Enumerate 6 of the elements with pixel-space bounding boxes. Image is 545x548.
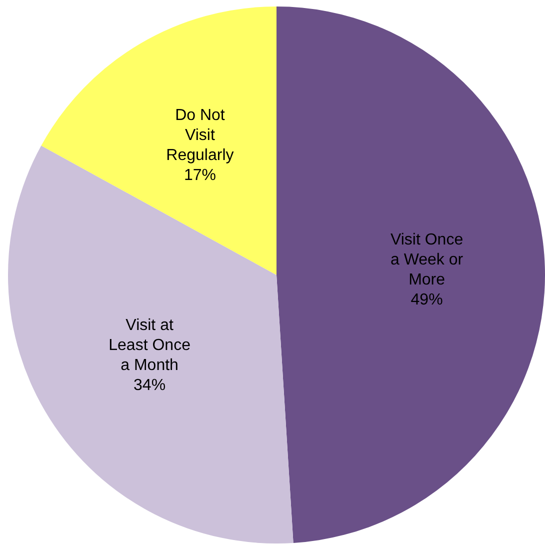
slice-label: Visit at Least Once a Month <box>108 316 191 374</box>
slice-label: Do Not Visit Regularly <box>166 106 234 164</box>
data-label: 49% <box>410 292 443 309</box>
data-label: 17% <box>184 166 216 184</box>
slice-label: Visit Once a Week or More <box>390 232 464 289</box>
data-label: 34% <box>134 376 166 394</box>
